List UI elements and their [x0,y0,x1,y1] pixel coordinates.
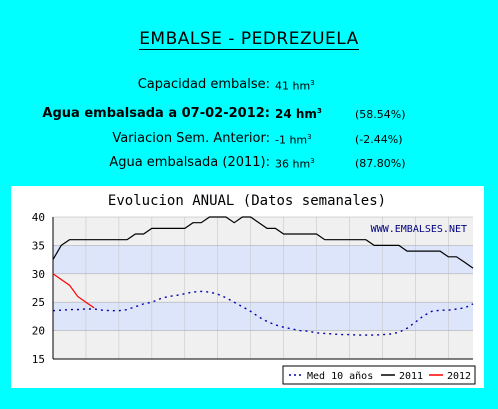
capacity-row: Capacidad embalse: 41 hm3 [0,77,498,95]
stored-label: Agua embalsada a 07-02-2012: [42,106,270,121]
variation-value: -1 hm3 [275,133,312,147]
stored-value: 24 hm3 [275,107,322,121]
annual-evolution-chart: Evolucion ANUAL (Datos semanales) 15 20 25… [32,193,476,385]
last-year-row: Agua embalsada (2011): 36 hm3 (87.80%) [0,155,498,173]
chart-band [53,217,473,246]
chart-band [53,273,473,303]
chart-legend: Med 10 años 2011 2012 [282,365,476,385]
last-year-value: 36 hm3 [275,157,315,171]
capacity-label: Capacidad embalse: [137,77,270,92]
variation-row: Variacion Sem. Anterior: -1 hm3 (-2.44%) [0,131,498,149]
chart-grid [52,216,473,360]
last-year-label: Agua embalsada (2011): [109,155,270,170]
legend-label: 2012 [447,371,471,382]
legend-box [282,365,476,385]
legend-label: Med 10 años [307,371,373,382]
y-tick-label: 35 [32,239,45,252]
chart-panel: Evolucion ANUAL (Datos semanales) 15 20 25… [11,186,484,388]
chart-band [53,330,473,359]
chart-watermark: WWW.EMBALSES.NET [371,224,467,235]
chart-bands [53,217,473,359]
series-line-2012 [52,273,95,309]
chart-series [52,216,474,336]
capacity-value: 41 hm3 [275,79,315,93]
variation-percent: (-2.44%) [355,133,403,146]
chart-title: Evolucion ANUAL (Datos semanales) [108,193,386,209]
variation-label: Variacion Sem. Anterior: [112,131,270,146]
y-axis: 15 20 25 30 35 40 [32,211,45,366]
y-tick-label: 20 [32,325,45,338]
chart-band [53,245,473,274]
stored-percent: (58.54%) [355,108,406,121]
y-tick-label: 15 [32,353,45,366]
y-tick-label: 25 [32,296,45,309]
y-tick-label: 30 [32,268,45,281]
y-tick-label: 40 [32,211,45,224]
series-line-2011 [52,216,474,269]
stored-row: Agua embalsada a 07-02-2012: 24 hm3 (58.… [0,106,498,124]
last-year-percent: (87.80%) [355,157,406,170]
legend-label: 2011 [399,371,423,382]
reservoir-title: EMBALSE - PEDREZUELA [139,29,359,50]
chart-band [53,302,473,331]
